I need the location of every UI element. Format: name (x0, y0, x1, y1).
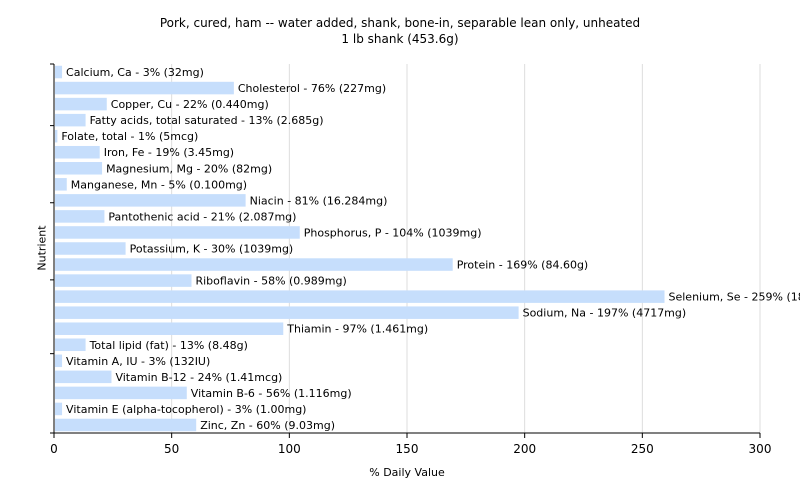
bar (55, 226, 300, 239)
bar-label: Vitamin E (alpha-tocopherol) - 3% (1.00m… (66, 403, 306, 416)
x-tick-label: 100 (278, 442, 301, 456)
bar (55, 290, 665, 303)
x-tick-label: 150 (396, 442, 419, 456)
bar-label: Riboflavin - 58% (0.989mg) (195, 275, 346, 288)
bar (55, 145, 100, 159)
bar-label: Magnesium, Mg - 20% (82mg) (106, 162, 272, 175)
bar (55, 129, 58, 143)
bar (55, 418, 197, 432)
bar-label: Iron, Fe - 19% (3.45mg) (104, 146, 234, 159)
bar (55, 97, 107, 111)
bar-label: Thiamin - 97% (1.461mg) (286, 323, 428, 336)
bar (55, 386, 187, 400)
bar (55, 306, 519, 319)
bar-label: Pantothenic acid - 21% (2.087mg) (108, 210, 296, 223)
bar-label: Fatty acids, total saturated - 13% (2.68… (90, 114, 324, 127)
bar-label: Zinc, Zn - 60% (9.03mg) (200, 419, 335, 432)
bar-label: Copper, Cu - 22% (0.440mg) (111, 98, 269, 111)
bar-label: Vitamin B-6 - 56% (1.116mg) (191, 387, 352, 400)
x-tick-label: 250 (631, 442, 654, 456)
bar-label: Potassium, K - 30% (1039mg) (130, 243, 294, 256)
bar (55, 194, 246, 207)
bar (55, 354, 63, 368)
bar (55, 65, 63, 79)
bar (55, 242, 126, 255)
bar-label: Cholesterol - 76% (227mg) (238, 82, 386, 95)
bar-label: Sodium, Na - 197% (4717mg) (523, 307, 687, 320)
bar-label: Manganese, Mn - 5% (0.100mg) (71, 178, 247, 191)
bar (55, 258, 453, 271)
x-tick-label: 50 (164, 442, 179, 456)
bar-label: Vitamin B-12 - 24% (1.41mcg) (115, 371, 282, 384)
bar (55, 274, 192, 287)
bar (55, 370, 112, 384)
bar-label: Protein - 169% (84.60g) (457, 259, 589, 272)
bar (55, 210, 105, 223)
x-tick-label: 300 (749, 442, 772, 456)
bar (55, 322, 284, 335)
bar (55, 338, 86, 352)
bar (55, 162, 103, 175)
x-tick-label: 200 (513, 442, 536, 456)
bar (55, 113, 86, 127)
bar-label: Niacin - 81% (16.284mg) (250, 194, 388, 207)
x-tick-label: 0 (50, 442, 58, 456)
bar (55, 402, 63, 416)
bar-label: Phosphorus, P - 104% (1039mg) (304, 226, 482, 239)
bar-label: Selenium, Se - 259% (181.4mcg) (669, 291, 800, 304)
bar-label: Vitamin A, IU - 3% (132IU) (66, 355, 210, 368)
chart-subtitle: 1 lb shank (453.6g) (341, 32, 459, 46)
bar-label: Calcium, Ca - 3% (32mg) (66, 66, 204, 79)
y-axis-label: Nutrient (35, 225, 49, 271)
bar (55, 178, 67, 191)
bar-label: Total lipid (fat) - 13% (8.48g) (89, 339, 248, 352)
bar (55, 81, 234, 95)
x-axis-label: % Daily Value (369, 466, 445, 479)
chart-title: Pork, cured, ham -- water added, shank, … (159, 16, 641, 30)
bar-label: Folate, total - 1% (5mcg) (61, 130, 198, 143)
